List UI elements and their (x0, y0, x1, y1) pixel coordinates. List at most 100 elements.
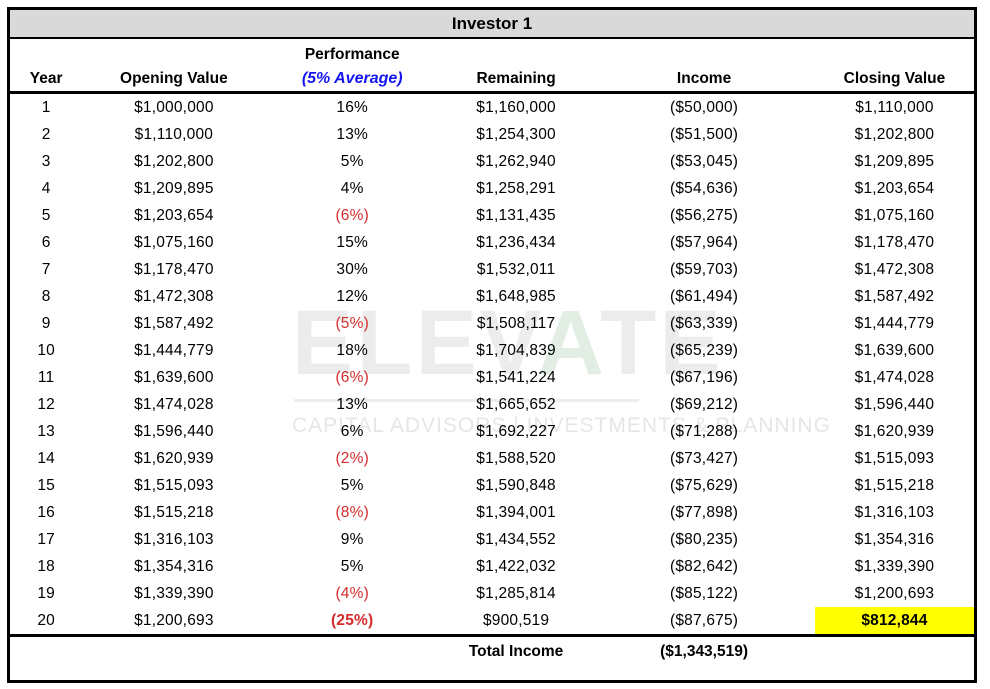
cell-remaining: $1,262,940 (476, 152, 556, 170)
cell-performance: 5% (340, 152, 364, 170)
cell-remaining: $1,541,224 (476, 368, 556, 386)
cell-remaining: $1,508,117 (476, 314, 556, 332)
cell-opening-value: $1,444,779 (134, 341, 214, 359)
cell-closing-value: $1,316,103 (854, 503, 935, 521)
cell-year: 17 (37, 530, 55, 548)
cell-closing-value: $1,178,470 (854, 233, 935, 251)
cell-performance: 12% (336, 287, 369, 305)
cell-remaining: $1,665,652 (476, 395, 556, 413)
table-row: 2 $1,110,000 13% $1,254,300 ($51,500) $1,202,… (10, 121, 974, 148)
cell-closing-value: $1,202,800 (854, 125, 935, 143)
cell-income: ($57,964) (669, 233, 739, 251)
page-title: Investor 1 (451, 13, 533, 33)
cell-closing-value: $1,209,895 (854, 152, 935, 170)
table-row: 4 $1,209,895 4% $1,258,291 ($54,636) $1,203,6… (10, 175, 974, 202)
cell-remaining: $1,236,434 (476, 233, 556, 251)
cell-closing-value: $1,444,779 (854, 314, 935, 332)
cell-remaining: $900,519 (482, 611, 550, 629)
cell-remaining: $1,131,435 (476, 206, 556, 224)
cell-closing-value: $1,075,160 (854, 206, 935, 224)
cell-year: 8 (41, 287, 51, 305)
cell-income: ($69,212) (669, 395, 739, 413)
cell-remaining: $1,704,839 (476, 341, 556, 359)
cell-opening-value: $1,596,440 (134, 422, 214, 440)
cell-year: 5 (41, 206, 51, 224)
cell-remaining: $1,588,520 (476, 449, 556, 467)
table-row: 20 $1,200,693 (25%) $900,519 ($87,675) $812,8… (10, 607, 974, 634)
table-row: 16 $1,515,218 (8%) $1,394,001 ($77,898) $1,31… (10, 499, 974, 526)
table-row: 6 $1,075,160 15% $1,236,434 ($57,964) $1,178,… (10, 229, 974, 256)
cell-performance: (6%) (335, 206, 369, 224)
table-row: 11 $1,639,600 (6%) $1,541,224 ($67,196) $1,47… (10, 364, 974, 391)
cell-income: ($61,494) (669, 287, 739, 305)
cell-year: 14 (37, 449, 55, 467)
cell-year: 4 (41, 179, 51, 197)
cell-income: ($75,629) (669, 476, 739, 494)
cell-opening-value: $1,515,218 (134, 503, 214, 521)
cell-year: 6 (41, 233, 51, 251)
cell-year: 7 (41, 260, 51, 278)
table-row: 8 $1,472,308 12% $1,648,985 ($61,494) $1,587,… (10, 283, 974, 310)
cell-year: 15 (37, 476, 55, 494)
cell-performance: 30% (336, 260, 369, 278)
total-row: Total Income ($1,343,519) (10, 634, 974, 667)
cell-opening-value: $1,515,093 (134, 476, 214, 494)
cell-performance: 18% (336, 341, 369, 359)
cell-opening-value: $1,200,693 (134, 611, 214, 629)
col-header-income: Income (676, 70, 732, 88)
cell-remaining: $1,590,848 (476, 476, 556, 494)
cell-performance: (25%) (331, 611, 374, 629)
cell-year: 10 (37, 341, 55, 359)
cell-opening-value: $1,202,800 (134, 152, 214, 170)
cell-closing-value: $1,596,440 (854, 395, 935, 413)
cell-closing-value: $1,472,308 (854, 260, 935, 278)
cell-opening-value: $1,316,103 (134, 530, 214, 548)
cell-income: ($67,196) (669, 368, 739, 386)
cell-income: ($54,636) (669, 179, 739, 197)
table-row: 10 $1,444,779 18% $1,704,839 ($65,239) $1,639… (10, 337, 974, 364)
cell-income: ($63,339) (669, 314, 739, 332)
cell-year: 16 (37, 503, 55, 521)
cell-performance: (4%) (335, 584, 369, 602)
table-row: 7 $1,178,470 30% $1,532,011 ($59,703) $1,472,… (10, 256, 974, 283)
cell-performance: 6% (340, 422, 364, 440)
cell-performance: 15% (336, 233, 369, 251)
cell-year: 19 (37, 584, 55, 602)
cell-year: 9 (41, 314, 51, 332)
cell-remaining: $1,394,001 (476, 503, 556, 521)
cell-year: 18 (37, 557, 55, 575)
table-row: 9 $1,587,492 (5%) $1,508,117 ($63,339) $1,444… (10, 310, 974, 337)
cell-year: 12 (37, 395, 55, 413)
title-bar: Investor 1 (10, 10, 974, 39)
table-row: 1 $1,000,000 16% $1,160,000 ($50,000) $1,110,… (10, 94, 974, 121)
cell-performance: 16% (336, 98, 369, 116)
cell-opening-value: $1,472,308 (134, 287, 214, 305)
cell-performance: (8%) (335, 503, 369, 521)
col-header-opening-value: Opening Value (120, 70, 228, 88)
cell-income: ($59,703) (669, 260, 739, 278)
cell-year: 1 (41, 98, 51, 116)
cell-performance: 9% (340, 530, 364, 548)
cell-remaining: $1,254,300 (476, 125, 556, 143)
cell-opening-value: $1,203,654 (134, 206, 214, 224)
cell-remaining: $1,258,291 (476, 179, 556, 197)
cell-remaining: $1,648,985 (476, 287, 556, 305)
cell-closing-value: $1,110,000 (855, 98, 934, 116)
investor-table: ELEVATE CAPITAL ADVISORS | INVESTMENTS &… (7, 7, 977, 683)
cell-income: ($73,427) (669, 449, 739, 467)
cell-year: 13 (37, 422, 55, 440)
cell-performance: 5% (340, 476, 364, 494)
cell-opening-value: $1,587,492 (134, 314, 214, 332)
cell-year: 20 (37, 611, 55, 629)
cell-year: 2 (41, 125, 51, 143)
cell-income: ($82,642) (669, 557, 739, 575)
cell-closing-value: $1,587,492 (854, 287, 935, 305)
cell-year: 11 (37, 368, 55, 386)
cell-closing-value: $1,639,600 (854, 341, 935, 359)
table-row: 14 $1,620,939 (2%) $1,588,520 ($73,427) $1,51… (10, 445, 974, 472)
cell-income: ($56,275) (669, 206, 739, 224)
table-header: Performance Year Opening Value (5% Avera… (10, 39, 974, 94)
cell-closing-value: $812,844 (814, 607, 974, 634)
cell-opening-value: $1,474,028 (134, 395, 214, 413)
cell-closing-value: $1,203,654 (854, 179, 935, 197)
